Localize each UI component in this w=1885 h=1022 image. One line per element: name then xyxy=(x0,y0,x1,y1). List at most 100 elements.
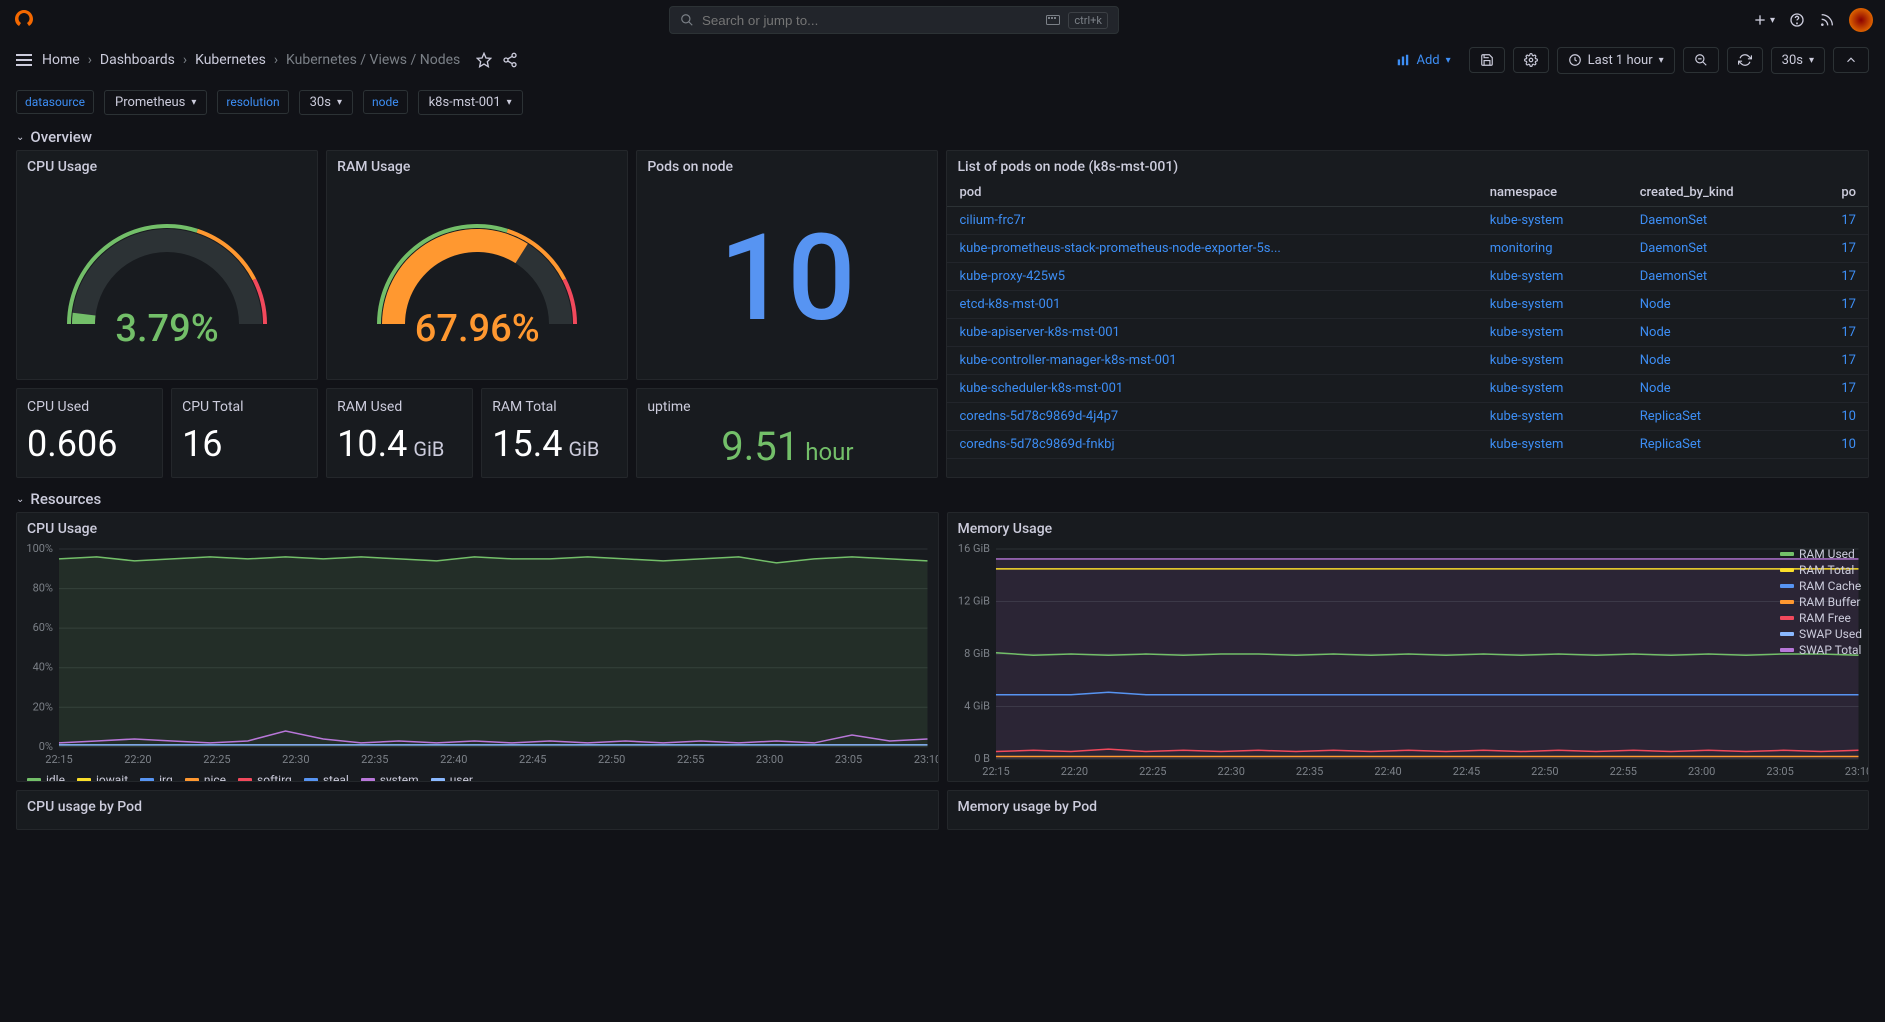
panel-mem-timeseries[interactable]: Memory Usage 0 B4 GiB8 GiB12 GiB16 GiB22… xyxy=(947,512,1870,782)
panel-ram-total[interactable]: RAM Total 15.4GiB xyxy=(481,388,628,478)
table-row: kube-proxy-425w5 kube-system DaemonSet 17 xyxy=(947,263,1868,291)
section-resources-header[interactable]: ⌄ Resources xyxy=(0,486,1885,512)
user-avatar[interactable] xyxy=(1849,8,1873,32)
table-header[interactable]: namespace xyxy=(1478,179,1628,207)
legend-item[interactable]: softirq xyxy=(238,773,292,782)
add-button[interactable]: Add ▾ xyxy=(1386,49,1460,72)
panel-pods-table[interactable]: List of pods on node (k8s-mst-001) podna… xyxy=(946,150,1869,478)
refresh-button[interactable] xyxy=(1727,47,1763,73)
var-datasource-select[interactable]: Prometheus▾ xyxy=(104,90,207,115)
table-cell-link[interactable]: 10 xyxy=(1841,437,1856,452)
table-cell-link[interactable]: kube-controller-manager-k8s-mst-001 xyxy=(959,353,1176,368)
search-input[interactable] xyxy=(702,13,1038,28)
zoom-out-button[interactable] xyxy=(1683,47,1719,73)
star-icon[interactable] xyxy=(476,52,492,68)
table-cell-link[interactable]: Node xyxy=(1640,297,1671,312)
legend-item[interactable]: user xyxy=(431,773,473,782)
table-cell-link[interactable]: coredns-5d78c9869d-fnkbj xyxy=(959,437,1114,452)
legend-item[interactable]: RAM Cache xyxy=(1780,579,1862,593)
panel-ram-used[interactable]: RAM Used 10.4GiB xyxy=(326,388,473,478)
panel-pods-on-node[interactable]: Pods on node 10 xyxy=(636,150,938,380)
table-cell-link[interactable]: kube-system xyxy=(1490,381,1564,396)
legend-item[interactable]: idle xyxy=(27,773,65,782)
table-header[interactable]: created_by_kind xyxy=(1628,179,1809,207)
menu-toggle[interactable] xyxy=(16,54,32,66)
legend-item[interactable]: RAM Buffer xyxy=(1780,595,1862,609)
table-cell-link[interactable]: kube-system xyxy=(1490,297,1564,312)
table-header[interactable]: po xyxy=(1809,179,1868,207)
table-cell-link[interactable]: 17 xyxy=(1841,213,1856,228)
table-cell-link[interactable]: 17 xyxy=(1841,241,1856,256)
legend-item[interactable]: SWAP Used xyxy=(1780,627,1862,641)
panel-cpu-gauge[interactable]: CPU Usage 3.79% xyxy=(16,150,318,380)
time-range-picker[interactable]: Last 1 hour ▾ xyxy=(1557,47,1675,74)
table-cell-link[interactable]: Node xyxy=(1640,381,1671,396)
table-cell-link[interactable]: 17 xyxy=(1841,381,1856,396)
table-cell-link[interactable]: kube-system xyxy=(1490,437,1564,452)
table-cell-link[interactable]: 17 xyxy=(1841,325,1856,340)
table-cell-link[interactable]: 17 xyxy=(1841,353,1856,368)
legend-item[interactable]: nice xyxy=(185,773,226,782)
refresh-interval-picker[interactable]: 30s ▾ xyxy=(1771,47,1825,74)
grafana-logo xyxy=(12,8,36,32)
table-cell-link[interactable]: DaemonSet xyxy=(1640,241,1707,256)
svg-text:22:20: 22:20 xyxy=(124,753,151,766)
table-cell-link[interactable]: ReplicaSet xyxy=(1640,437,1701,452)
legend-item[interactable]: irq xyxy=(140,773,173,782)
breadcrumb-dashboards[interactable]: Dashboards xyxy=(100,52,175,68)
table-cell-link[interactable]: kube-proxy-425w5 xyxy=(959,269,1065,284)
legend-item[interactable]: SWAP Total xyxy=(1780,643,1862,657)
help-icon[interactable] xyxy=(1789,12,1805,28)
legend-item[interactable]: steal xyxy=(304,773,349,782)
table-cell-link[interactable]: coredns-5d78c9869d-4j4p7 xyxy=(959,409,1118,424)
panel-cpu-used[interactable]: CPU Used 0.606 xyxy=(16,388,163,478)
breadcrumb-kubernetes[interactable]: Kubernetes xyxy=(195,52,266,68)
cpu-chart: 0%20%40%60%80%100%22:1522:2022:2522:3022… xyxy=(17,541,938,769)
legend-item[interactable]: system xyxy=(361,773,419,782)
table-cell-link[interactable]: DaemonSet xyxy=(1640,213,1707,228)
var-node-select[interactable]: k8s-mst-001▾ xyxy=(418,90,523,115)
legend-item[interactable]: RAM Free xyxy=(1780,611,1862,625)
table-cell-link[interactable]: 17 xyxy=(1841,269,1856,284)
legend-item[interactable]: iowait xyxy=(77,773,128,782)
legend-item[interactable]: RAM Used xyxy=(1780,547,1862,561)
table-cell-link[interactable]: ReplicaSet xyxy=(1640,409,1701,424)
table-header[interactable]: pod xyxy=(947,179,1477,207)
legend-label: system xyxy=(380,773,419,782)
panel-ram-gauge[interactable]: RAM Usage 67.96% xyxy=(326,150,628,380)
settings-button[interactable] xyxy=(1513,47,1549,73)
kiosk-button[interactable] xyxy=(1833,47,1869,73)
panel-cpu-total[interactable]: CPU Total 16 xyxy=(171,388,318,478)
new-menu[interactable]: ▾ xyxy=(1752,12,1775,28)
table-cell-link[interactable]: kube-system xyxy=(1490,409,1564,424)
table-cell-link[interactable]: kube-system xyxy=(1490,353,1564,368)
var-resolution-select[interactable]: 30s▾ xyxy=(299,90,353,115)
legend-item[interactable]: RAM Total xyxy=(1780,563,1862,577)
svg-text:22:20: 22:20 xyxy=(1060,765,1087,778)
table-cell-link[interactable]: kube-system xyxy=(1490,325,1564,340)
table-cell-link[interactable]: kube-prometheus-stack-prometheus-node-ex… xyxy=(959,241,1280,256)
rss-icon[interactable] xyxy=(1819,12,1835,28)
section-overview-header[interactable]: ⌄ Overview xyxy=(0,124,1885,150)
panel-cpu-timeseries[interactable]: CPU Usage 0%20%40%60%80%100%22:1522:2022… xyxy=(16,512,939,782)
table-cell-link[interactable]: 17 xyxy=(1841,297,1856,312)
table-cell-link[interactable]: monitoring xyxy=(1490,241,1553,256)
global-search[interactable]: ctrl+k xyxy=(669,6,1119,34)
save-button[interactable] xyxy=(1469,47,1505,73)
table-cell-link[interactable]: kube-system xyxy=(1490,213,1564,228)
table-cell-link[interactable]: cilium-frc7r xyxy=(959,213,1025,228)
table-cell-link[interactable]: kube-scheduler-k8s-mst-001 xyxy=(959,381,1123,396)
table-cell-link[interactable]: Node xyxy=(1640,325,1671,340)
table-cell-link[interactable]: etcd-k8s-mst-001 xyxy=(959,297,1060,312)
table-cell-link[interactable]: kube-apiserver-k8s-mst-001 xyxy=(959,325,1119,340)
svg-text:23:10: 23:10 xyxy=(914,753,938,766)
table-cell-link[interactable]: Node xyxy=(1640,353,1671,368)
share-icon[interactable] xyxy=(502,52,518,68)
panel-cpu-by-pod[interactable]: CPU usage by Pod xyxy=(16,790,939,830)
table-cell-link[interactable]: kube-system xyxy=(1490,269,1564,284)
panel-uptime[interactable]: uptime 9.51hour xyxy=(636,388,938,478)
table-cell-link[interactable]: 10 xyxy=(1841,409,1856,424)
breadcrumb-home[interactable]: Home xyxy=(42,52,80,68)
table-cell-link[interactable]: DaemonSet xyxy=(1640,269,1707,284)
panel-mem-by-pod[interactable]: Memory usage by Pod xyxy=(947,790,1870,830)
